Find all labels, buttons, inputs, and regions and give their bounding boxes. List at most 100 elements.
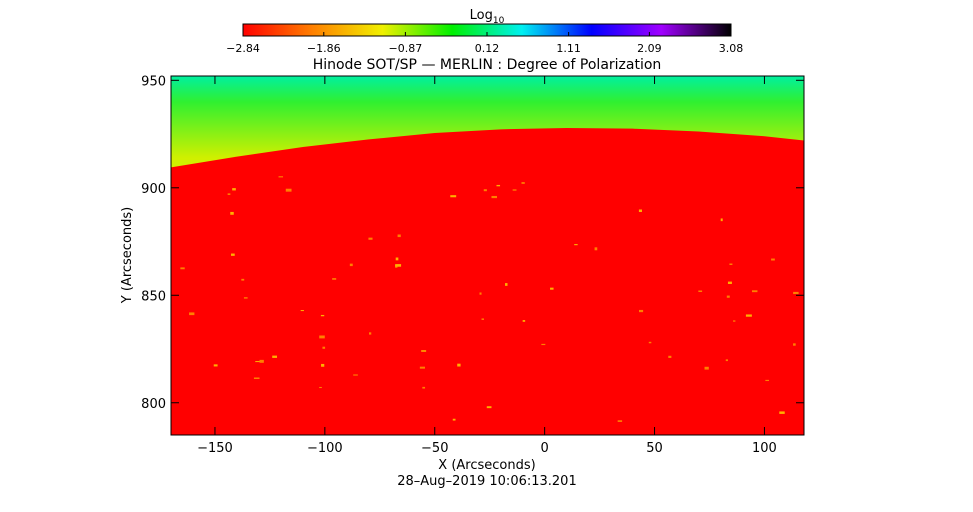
disk-feature <box>322 346 326 349</box>
disk-feature <box>751 290 758 293</box>
disk-feature <box>521 182 525 184</box>
disk-feature <box>368 237 373 240</box>
disk-feature <box>765 379 769 382</box>
chart-title: Hinode SOT/SP — MERLIN : Degree of Polar… <box>313 57 662 73</box>
colorbar-label-sub: 10 <box>493 16 505 26</box>
disk-feature <box>300 310 304 312</box>
y-axis-label: Y (Arcseconds) <box>120 207 135 304</box>
x-axis: −150 −100 −50 0 50 100 <box>197 76 777 456</box>
disk-feature <box>232 188 236 191</box>
plot-frame <box>170 75 805 436</box>
y-tick-label: 850 <box>141 289 166 304</box>
disk-feature <box>541 343 546 346</box>
disk-feature <box>180 267 185 270</box>
disk-feature <box>319 335 325 339</box>
disk-feature <box>505 283 508 286</box>
disk-feature <box>227 193 231 195</box>
colorbar-ticks: −2.84 −1.86 −0.87 0.12 1.11 2.09 3.08 <box>226 32 743 55</box>
disk-feature <box>278 176 284 178</box>
disk-feature <box>668 355 672 358</box>
disk-feature <box>332 278 337 280</box>
disk-feature <box>213 364 218 367</box>
disk-feature <box>793 343 796 346</box>
colorbar-tick-label: 1.11 <box>556 42 581 55</box>
colorbar-tick-label: 0.12 <box>475 42 500 55</box>
x-tick-label: −150 <box>197 441 233 456</box>
disk-feature <box>496 184 501 187</box>
colorbar-label-main: Log <box>470 8 493 23</box>
disk-feature <box>522 320 526 322</box>
disk-feature <box>698 290 703 293</box>
disk-feature <box>486 406 492 409</box>
disk-feature <box>450 195 457 198</box>
x-axis-label: X (Arcseconds) <box>438 458 535 473</box>
disk-feature <box>617 420 623 422</box>
disk-feature <box>320 314 325 317</box>
disk-feature <box>349 263 353 267</box>
disk-feature <box>638 209 642 213</box>
disk-feature <box>253 377 260 380</box>
disk-features <box>180 176 799 422</box>
disk-feature <box>321 363 325 367</box>
disk-feature <box>230 253 235 256</box>
y-tick-label: 900 <box>141 182 166 197</box>
solar-disk-region <box>171 128 804 435</box>
disk-feature <box>793 291 799 295</box>
disk-feature <box>481 318 484 320</box>
disk-feature <box>452 418 456 421</box>
disk-feature <box>491 195 497 199</box>
disk-feature <box>369 332 372 335</box>
disk-feature <box>720 218 723 222</box>
disk-feature <box>745 314 752 317</box>
disk-feature <box>243 297 248 299</box>
disk-feature <box>241 278 245 281</box>
disk-feature <box>395 264 402 267</box>
disk-feature <box>726 295 730 298</box>
disk-feature <box>648 341 652 344</box>
disk-feature <box>395 257 399 261</box>
disk-feature <box>479 292 482 295</box>
disk-feature <box>729 263 733 265</box>
colorbar-label: Log10 <box>470 8 505 26</box>
plot-area <box>171 76 804 435</box>
disk-feature <box>779 411 785 414</box>
disk-feature <box>574 244 578 246</box>
colorbar-tick-label: −1.86 <box>307 42 341 55</box>
disk-feature <box>272 355 278 358</box>
disk-feature <box>422 386 426 389</box>
disk-feature <box>319 386 322 389</box>
timestamp: 28–Aug–2019 10:06:13.201 <box>397 474 576 489</box>
disk-feature <box>771 258 775 261</box>
disk-feature <box>639 309 644 313</box>
x-tick-label: 0 <box>541 441 549 456</box>
disk-feature <box>189 312 195 316</box>
colorbar-tick-label: 3.08 <box>719 42 744 55</box>
disk-feature <box>397 234 401 238</box>
x-tick-label: −50 <box>421 441 448 456</box>
disk-feature <box>550 287 554 290</box>
disk-feature <box>259 359 264 363</box>
disk-feature <box>419 366 425 369</box>
disk-feature <box>704 366 709 370</box>
colorbar-tick-label: −0.87 <box>389 42 423 55</box>
disk-feature <box>725 359 728 362</box>
disk-feature <box>285 188 292 192</box>
disk-feature <box>421 350 427 352</box>
disk-feature <box>512 189 517 191</box>
disk-feature <box>255 361 261 363</box>
colorbar-tick-label: −2.84 <box>226 42 260 55</box>
colorbar: Log10 −2.84 −1.86 −0.87 0.12 1.11 2.09 3.08 <box>226 8 743 55</box>
disk-feature <box>230 211 234 215</box>
x-tick-label: 100 <box>752 441 777 456</box>
y-axis: 800 850 900 950 <box>141 74 804 412</box>
y-tick-label: 950 <box>141 74 166 89</box>
disk-feature <box>594 247 598 251</box>
disk-feature <box>353 374 358 376</box>
x-tick-label: 50 <box>646 441 663 456</box>
colorbar-tick-label: 2.09 <box>637 42 662 55</box>
disk-feature <box>457 363 461 367</box>
x-tick-label: −100 <box>307 441 343 456</box>
disk-feature <box>727 281 732 284</box>
y-tick-label: 800 <box>141 397 166 412</box>
